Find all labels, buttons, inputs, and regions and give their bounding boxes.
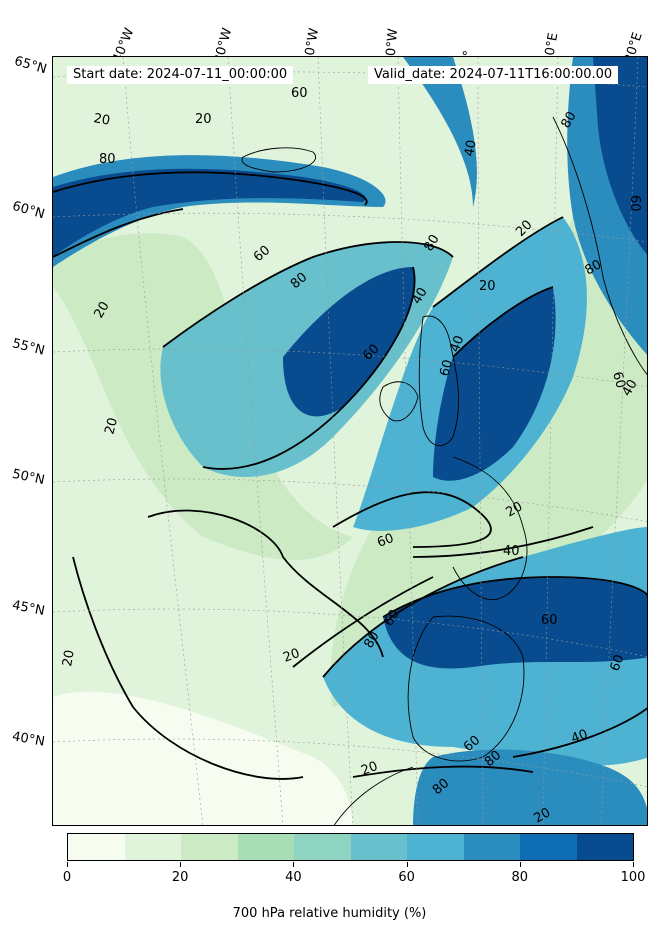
contour-label-20: 20: [281, 646, 302, 666]
dry-region-central: [143, 510, 383, 692]
contour-line-60-atlantic: [202, 266, 416, 470]
lat-label-40n: 40°N: [10, 729, 46, 750]
contour-line-40-east: [512, 707, 647, 758]
contour-line-20-central: [147, 509, 384, 658]
contour-label-60: 60: [608, 653, 628, 674]
contour-label-60: 60: [437, 358, 456, 378]
dry-region-south-west: [53, 691, 353, 825]
contour-label-80: 80: [421, 232, 442, 254]
contour-line-20-south: [352, 765, 534, 778]
humidity-map: 20 60 20 80 60 80 20 60 20 80 40 40 20 2…: [52, 56, 648, 826]
valid-date-label: Valid_date: 2024-07-11T16:00:00.00: [368, 66, 619, 84]
contour-line-60-uk: [452, 286, 554, 358]
moist-band-uk-core: [433, 287, 556, 481]
colorbar-tick: [406, 862, 408, 867]
contour-label-20: 20: [91, 299, 112, 321]
coastline-africa: [333, 766, 414, 825]
contour-line-60-north: [53, 171, 368, 206]
contour-label-20: 20: [195, 112, 212, 127]
coastline-scandinavia: [552, 116, 647, 376]
moist-band-iberia-core: [383, 577, 647, 669]
lat-label-55n: 55°N: [10, 336, 47, 359]
contour-label-20: 20: [359, 759, 380, 779]
contour-label-20: 20: [479, 279, 496, 294]
colorbar-tick-label: 20: [171, 870, 189, 885]
coastline-britain: [418, 315, 460, 447]
moist-band-northeast-core: [593, 57, 647, 255]
start-date-label: Start date: 2024-07-11_00:00:00: [67, 66, 294, 84]
moist-patch-mediterranean: [413, 749, 647, 825]
contour-label-40: 40: [448, 334, 468, 355]
colorbar-bin: [68, 834, 125, 860]
contour-label-80: 80: [361, 629, 382, 651]
map-canvas: 20 60 20 80 60 80 20 60 20 80 40 40 20 2…: [53, 57, 647, 826]
lat-label-50n: 50°N: [10, 466, 46, 489]
colorbar-label: 700 hPa relative humidity (%): [232, 906, 427, 921]
coastline-iceland: [241, 147, 316, 173]
contour-line-20-west: [72, 556, 304, 780]
coastlines: [241, 116, 647, 825]
moist-tongue-atlantic-core: [283, 267, 415, 417]
colorbar-tick: [180, 862, 182, 867]
moist-band-northeast: [403, 57, 647, 355]
lat-label-45n: 45°N: [10, 598, 46, 619]
colorbar-bin: [181, 834, 238, 860]
colorbar-bin: [237, 834, 294, 860]
contour-label-40: 40: [409, 285, 430, 307]
contour-label-60: 60: [541, 613, 558, 628]
contour-label-20: 20: [532, 805, 554, 826]
coastline-ireland: [379, 381, 419, 422]
contour-label-60: 60: [375, 531, 396, 551]
colorbar-tick-label: 100: [620, 870, 646, 885]
colorbar-bin: [407, 834, 464, 860]
colorbar-tick-label: 80: [511, 870, 529, 885]
contour-label-60: 60: [381, 607, 402, 629]
contour-label-20: 20: [60, 649, 78, 668]
colorbar-bin: [294, 834, 351, 860]
contour-label-80: 80: [99, 152, 116, 167]
colorbar-tick-label: 0: [62, 870, 72, 885]
contour-label-60: 60: [291, 86, 308, 101]
contour-label-20: 20: [92, 111, 111, 129]
contour-label-20: 20: [102, 416, 121, 436]
contour-line-60-iberia: [322, 556, 524, 678]
colorbar-bin: [350, 834, 407, 860]
moist-band-north-core: [53, 168, 366, 257]
contour-label-group: 20 60 20 80 60 80 20 60 20 80 40 40 20 2…: [60, 86, 642, 826]
contour-label-40: 40: [503, 544, 520, 559]
contour-label-80: 80: [558, 109, 579, 131]
coastline-iberia: [407, 615, 525, 762]
colorbar-tick: [293, 862, 295, 867]
colorbar-tick: [633, 862, 634, 867]
contour-line-60-biscay: [332, 491, 492, 548]
lat-label-60n: 60°N: [10, 198, 47, 223]
colorbar-bin: [576, 834, 633, 860]
contour-line-20-iberia: [292, 576, 434, 668]
contour-line-40-atlantic: [162, 241, 454, 348]
contour-lines: [53, 171, 647, 780]
colorbar-tick: [519, 862, 521, 867]
colorbar-bin: [463, 834, 520, 860]
colorbar: [67, 833, 634, 861]
colorbar-bin: [124, 834, 181, 860]
contour-line-40-biscay: [412, 526, 594, 558]
contour-line-80-north: [53, 208, 184, 258]
colorbar-tick-label: 60: [398, 870, 415, 885]
contour-line-40-uk: [432, 216, 564, 308]
contour-label-80: 80: [583, 257, 605, 278]
contour-label-40: 40: [569, 727, 590, 747]
coastline-france: [452, 456, 528, 601]
contour-label-40: 40: [619, 377, 640, 399]
contour-label-60: 60: [609, 370, 628, 390]
lat-label-65n: 65°N: [12, 53, 49, 78]
contour-label-40: 40: [462, 139, 480, 158]
contour-label-20: 20: [504, 499, 526, 520]
colorbar-bin: [520, 834, 577, 860]
contour-label-60: 60: [627, 195, 642, 212]
graticule: [53, 57, 647, 825]
colorbar-tick-label: 40: [285, 870, 302, 885]
colorbar-tick: [67, 862, 68, 867]
